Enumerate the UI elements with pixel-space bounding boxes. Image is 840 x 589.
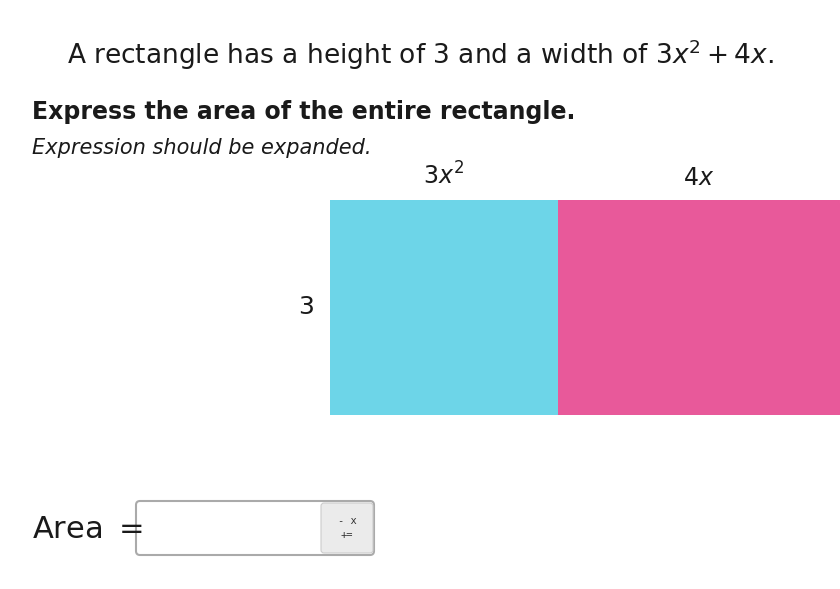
Text: A rectangle has a height of 3 and a width of $3x^2 + 4x$.: A rectangle has a height of 3 and a widt… bbox=[66, 38, 774, 72]
Text: +=: += bbox=[341, 530, 354, 540]
Text: Area $=$: Area $=$ bbox=[32, 515, 143, 544]
Text: Expression should be expanded.: Expression should be expanded. bbox=[32, 138, 371, 158]
FancyBboxPatch shape bbox=[136, 501, 374, 555]
Bar bbox=[330, 200, 558, 415]
Bar bbox=[558, 200, 840, 415]
Text: $3x^2$: $3x^2$ bbox=[423, 163, 465, 190]
Text: $4x$: $4x$ bbox=[684, 166, 715, 190]
FancyBboxPatch shape bbox=[321, 503, 373, 553]
Text: - x: - x bbox=[338, 516, 356, 526]
Text: 3: 3 bbox=[298, 296, 314, 319]
Text: Express the area of the entire rectangle.: Express the area of the entire rectangle… bbox=[32, 100, 575, 124]
